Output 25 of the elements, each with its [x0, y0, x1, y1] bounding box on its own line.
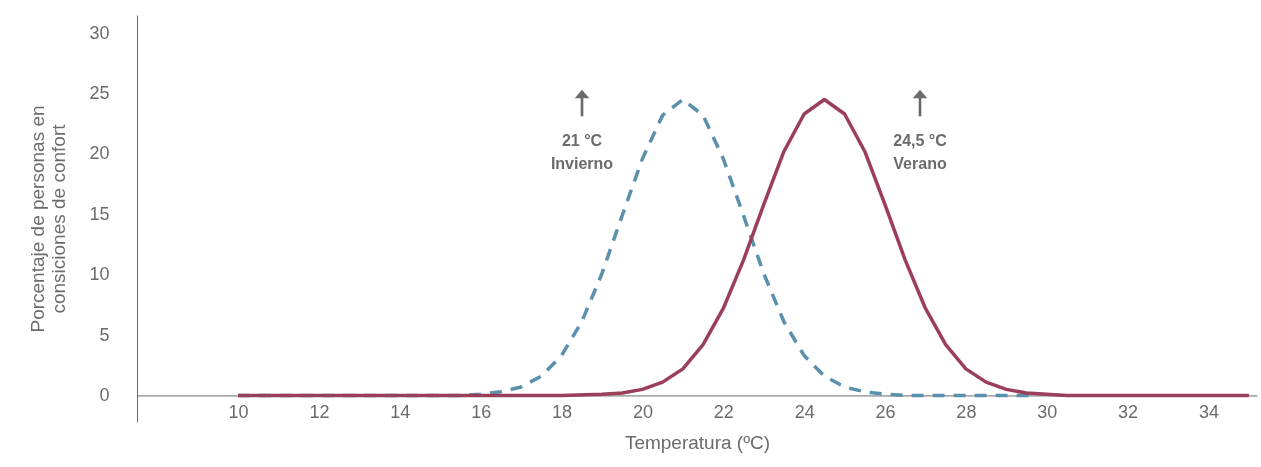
- y-tick-label: 5: [99, 324, 110, 345]
- y-axis-title: Porcentaje de personas en consiciones de confort: [27, 105, 70, 333]
- y-tick-label: 15: [89, 203, 110, 224]
- x-tick-label: 32: [1118, 401, 1139, 422]
- x-tick-label: 30: [1037, 401, 1058, 422]
- y-tick-label: 30: [89, 22, 110, 43]
- x-tick-label: 20: [632, 401, 653, 422]
- annotation: 21 °C Invierno: [550, 132, 614, 172]
- y-tick-label: 20: [89, 143, 110, 164]
- x-tick-label: 10: [228, 401, 249, 422]
- annotation: 24,5 °C Verano: [893, 132, 948, 172]
- x-tick-label: 16: [471, 401, 492, 422]
- line-series: [236, 97, 1251, 398]
- y-tick-label: 10: [89, 264, 110, 285]
- y-tick-label: 0: [99, 384, 110, 405]
- x-tick-label: 12: [309, 401, 330, 422]
- x-tick-label: 14: [390, 401, 411, 422]
- x-tick-label: 22: [713, 401, 734, 422]
- y-tick-label: 25: [89, 83, 110, 103]
- x-tick-label: 26: [875, 401, 896, 422]
- x-tick-label: 28: [956, 401, 977, 422]
- x-tick-label: 24: [794, 401, 815, 422]
- x-tick-label: 34: [1198, 401, 1219, 422]
- x-axis-title: Temperatura (ºC): [624, 431, 771, 453]
- x-tick-label: 18: [552, 401, 573, 422]
